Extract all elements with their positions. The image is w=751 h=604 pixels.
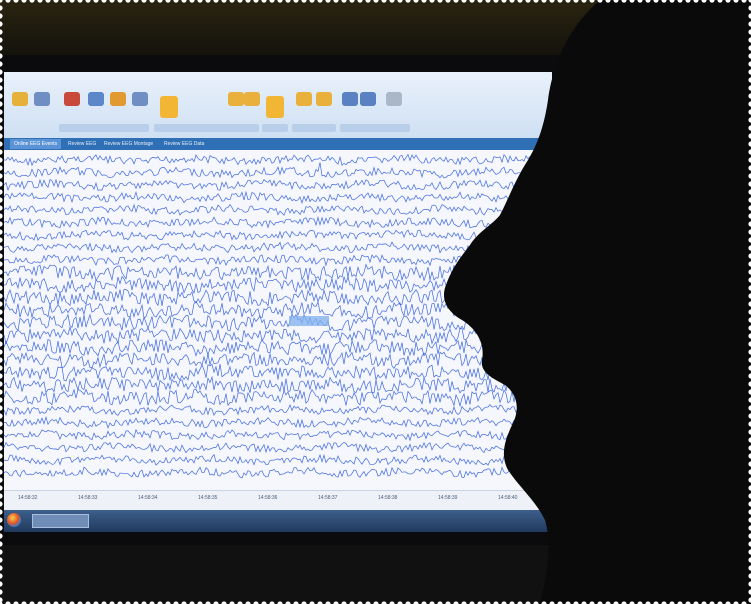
ribbon-button-1[interactable]: [12, 92, 28, 106]
eeg-channel-trace: [4, 178, 552, 192]
tab-bar: Online EEG Events Review EEG Review EEG …: [4, 138, 552, 150]
taskbar-app-item[interactable]: [32, 514, 89, 528]
start-button[interactable]: [7, 513, 21, 527]
eeg-channel-trace: [4, 415, 552, 429]
ribbon-button-2[interactable]: [34, 92, 50, 106]
eeg-channel-trace: [4, 466, 552, 479]
eeg-channel-trace: [4, 428, 552, 442]
ribbon-button-events[interactable]: [266, 96, 284, 118]
eeg-channel-trace: [4, 203, 552, 216]
ribbon-button-filter[interactable]: [160, 96, 178, 118]
timeline-tick-label: 14:58:36: [258, 495, 278, 501]
eeg-channel-trace: [4, 375, 552, 394]
tab-review-eeg-data[interactable]: Review EEG Data: [164, 141, 205, 147]
ribbon-button-scroll-down[interactable]: [316, 92, 332, 106]
eeg-channel-trace: [4, 229, 552, 241]
eeg-channel-trace: [4, 153, 552, 167]
eeg-channel-trace: [4, 441, 552, 454]
timeline-tick-label: 14:58:40: [498, 495, 518, 501]
timeline-axis: 14:58:32 14:58:33 14:58:34 14:58:35 14:58:36…: [4, 490, 552, 511]
ribbon-button-5[interactable]: [110, 92, 126, 106]
ribbon-button-4[interactable]: [88, 92, 104, 106]
eeg-channel-trace: [4, 351, 552, 370]
ribbon-button-save-as[interactable]: [360, 92, 376, 106]
annotation-marker[interactable]: [289, 316, 329, 326]
ribbon-button-6[interactable]: [132, 92, 148, 106]
ribbon-group-events: [262, 124, 288, 132]
tab-online-eeg-events[interactable]: Online EEG Events: [10, 139, 62, 149]
ribbon-group-channel-selection: [59, 124, 149, 132]
eeg-channel-trace: [4, 190, 552, 205]
timeline-tick-label: 14:58:34: [138, 495, 158, 501]
tab-review-eeg[interactable]: Review EEG: [68, 141, 97, 147]
timeline-tick-label: 14:58:35: [198, 495, 218, 501]
eeg-channel-trace: [4, 388, 552, 408]
ribbon-group-scroll: [292, 124, 336, 132]
ribbon-button-9[interactable]: [244, 92, 260, 106]
timeline-tick-label: 14:58:33: [78, 495, 98, 501]
ribbon-button-save[interactable]: [342, 92, 358, 106]
ribbon-button-3[interactable]: [64, 92, 80, 106]
ribbon-button-montage[interactable]: [386, 92, 402, 106]
ribbon-group-montage: [340, 124, 410, 132]
eeg-channel-trace: [4, 338, 552, 357]
ribbon-button-scroll-up[interactable]: [296, 92, 312, 106]
ribbon-toolbar: [4, 72, 552, 139]
timeline-tick-label: 14:58:39: [438, 495, 458, 501]
eeg-channel-trace: [4, 403, 552, 417]
eeg-channel-trace: [4, 241, 552, 254]
timeline-tick-label: 14:58:37: [318, 495, 338, 501]
eeg-channel-trace: [4, 216, 552, 229]
ribbon-group-filter: [154, 124, 259, 132]
timeline-tick-label: 14:58:38: [378, 495, 398, 501]
eeg-channel-trace: [4, 162, 552, 179]
eeg-channel-trace: [4, 326, 552, 345]
eeg-trace-panel[interactable]: [4, 150, 552, 490]
taskbar: [4, 510, 552, 532]
eeg-channel-trace: [4, 453, 552, 466]
tab-review-eeg-montage[interactable]: Review EEG Montage: [104, 141, 154, 147]
eeg-channel-trace: [4, 363, 552, 382]
ribbon-button-8[interactable]: [228, 92, 244, 106]
timeline-tick-label: 14:58:32: [18, 495, 38, 501]
